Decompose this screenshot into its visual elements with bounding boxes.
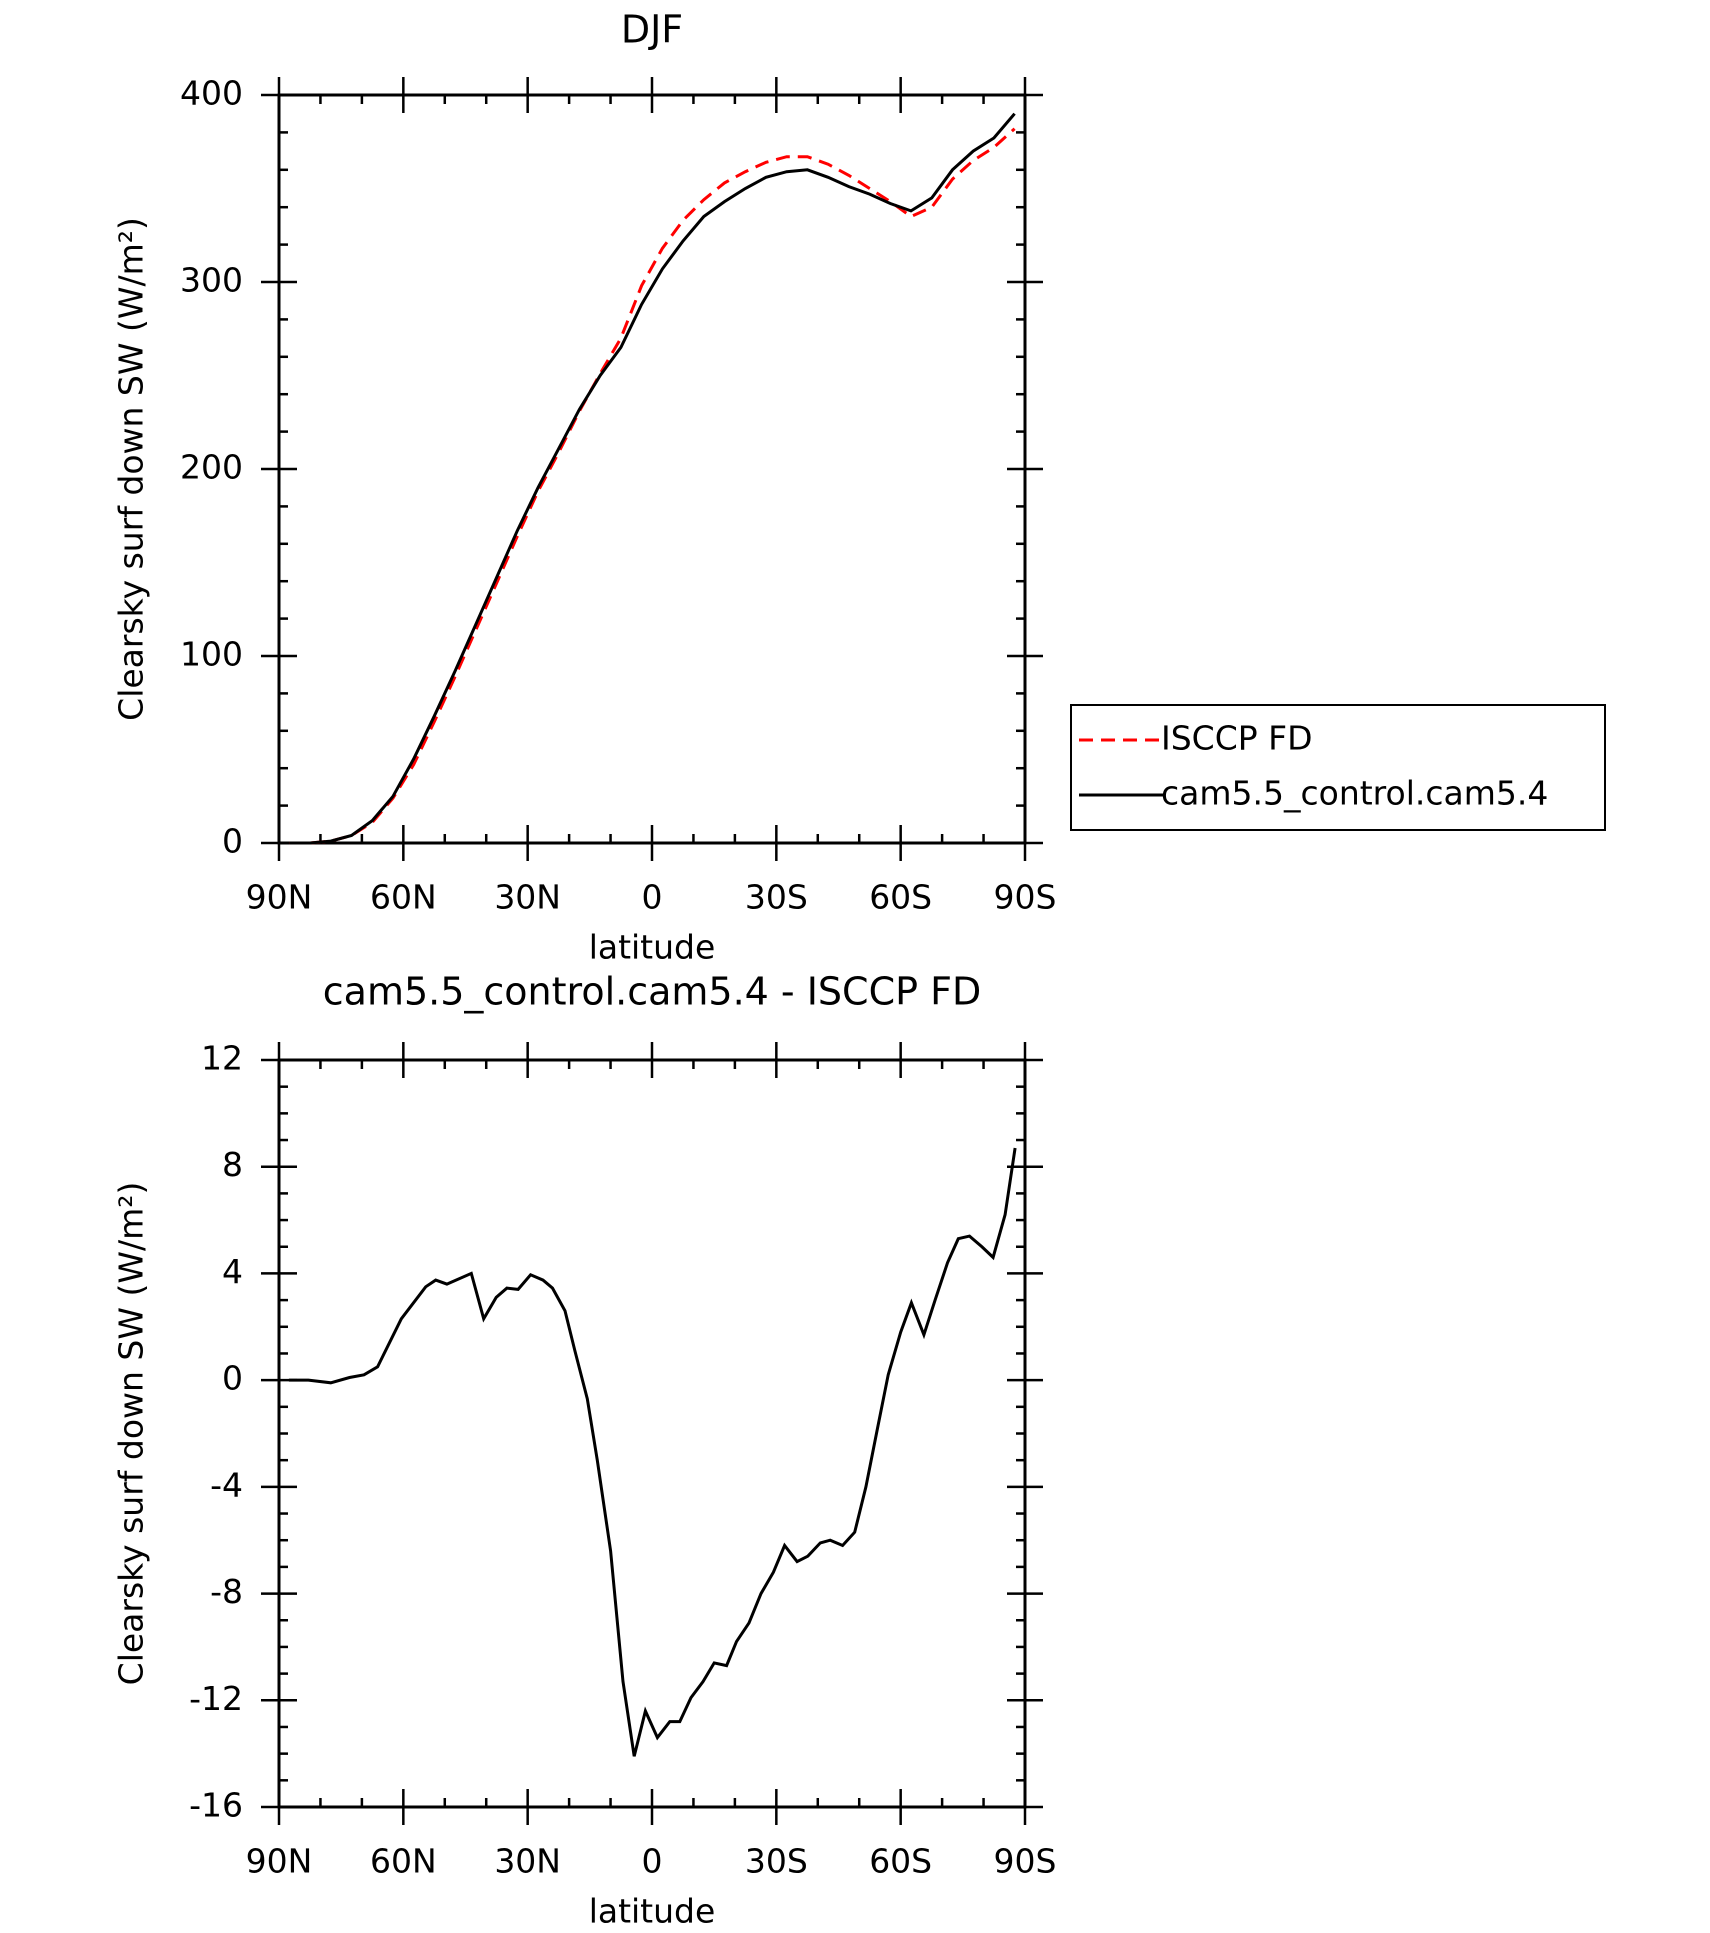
x-tick-label: 90S: [994, 1842, 1057, 1881]
y-axis-label: Clearsky surf down SW (W/m²): [112, 217, 151, 721]
chart-title: cam5.5_control.cam5.4 - ISCCP FD: [323, 970, 981, 1014]
plot-frame: [277, 93, 1027, 845]
y-tick-label: 100: [180, 635, 243, 674]
plot-frame: [277, 1058, 1027, 1809]
data-line: [289, 112, 1016, 845]
y-tick-label: -16: [189, 1786, 243, 1825]
y-tick-label: 0: [222, 822, 243, 861]
y-tick-label: 300: [180, 261, 243, 300]
y-tick-label: 4: [222, 1252, 243, 1291]
y-tick-label: 400: [180, 74, 243, 113]
data-line: [289, 127, 1016, 845]
y-tick-label: 0: [222, 1359, 243, 1398]
x-tick-label: 90N: [246, 878, 313, 917]
y-tick-label: 200: [180, 448, 243, 487]
x-tick-label: 0: [642, 1842, 663, 1881]
x-tick-label: 30S: [745, 878, 808, 917]
legend-label: ISCCP FD: [1161, 719, 1313, 758]
y-tick-label: 8: [222, 1145, 243, 1184]
x-tick-label: 0: [642, 878, 663, 917]
chart-title: DJF: [621, 8, 683, 52]
x-tick-label: 60S: [869, 878, 932, 917]
x-tick-label: 90N: [246, 1842, 313, 1881]
x-tick-label: 60N: [370, 1842, 437, 1881]
y-tick-label: 12: [201, 1039, 243, 1078]
y-tick-label: -8: [210, 1572, 243, 1611]
legend-label: cam5.5_control.cam5.4: [1161, 774, 1548, 813]
x-tick-label: 30N: [494, 878, 561, 917]
x-axis-label: latitude: [589, 928, 716, 967]
y-tick-label: -4: [210, 1465, 243, 1504]
x-tick-label: 60N: [370, 878, 437, 917]
x-tick-label: 30S: [745, 1842, 808, 1881]
legend-box: [1070, 704, 1606, 831]
x-tick-label: 60S: [869, 1842, 932, 1881]
y-tick-label: -12: [189, 1679, 243, 1718]
x-tick-label: 30N: [494, 1842, 561, 1881]
data-line: [288, 1147, 1017, 1757]
x-tick-label: 90S: [994, 878, 1057, 917]
x-axis-label: latitude: [589, 1892, 716, 1931]
y-axis-label: Clearsky surf down SW (W/m²): [112, 1182, 151, 1686]
